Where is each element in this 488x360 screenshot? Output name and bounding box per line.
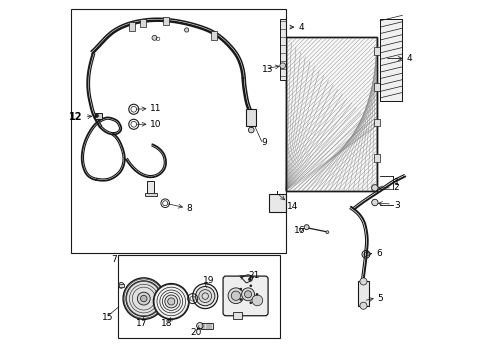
Text: 4: 4 bbox=[406, 54, 412, 63]
Text: 11: 11 bbox=[150, 104, 162, 113]
Circle shape bbox=[249, 302, 251, 304]
Bar bbox=[200, 323, 213, 329]
Bar bbox=[373, 83, 380, 91]
Text: 14: 14 bbox=[286, 202, 297, 211]
Circle shape bbox=[248, 127, 254, 133]
Bar bbox=[118, 255, 280, 338]
Text: 21: 21 bbox=[247, 270, 259, 279]
Text: 18: 18 bbox=[161, 319, 172, 328]
Text: 3: 3 bbox=[393, 201, 399, 210]
Text: 17: 17 bbox=[135, 319, 147, 328]
Bar bbox=[233, 312, 242, 319]
Circle shape bbox=[95, 114, 98, 117]
Text: 7: 7 bbox=[111, 255, 117, 264]
Bar bbox=[373, 154, 380, 162]
Text: 19: 19 bbox=[203, 276, 214, 285]
Circle shape bbox=[249, 285, 251, 287]
Circle shape bbox=[123, 278, 164, 319]
Bar bbox=[380, 19, 402, 102]
Bar bbox=[285, 37, 376, 191]
Bar bbox=[373, 118, 380, 126]
FancyBboxPatch shape bbox=[223, 276, 267, 316]
Bar bbox=[373, 47, 380, 55]
Circle shape bbox=[371, 185, 377, 191]
Text: 12: 12 bbox=[69, 112, 82, 122]
Circle shape bbox=[198, 290, 211, 302]
Bar bbox=[163, 17, 168, 25]
Circle shape bbox=[255, 293, 258, 296]
Text: 10: 10 bbox=[150, 120, 162, 129]
Circle shape bbox=[359, 278, 366, 285]
Bar bbox=[246, 109, 256, 126]
Bar bbox=[380, 19, 402, 102]
Text: 13: 13 bbox=[261, 66, 273, 75]
Circle shape bbox=[239, 298, 242, 301]
Bar bbox=[71, 9, 285, 253]
Circle shape bbox=[241, 288, 254, 301]
Bar bbox=[119, 284, 123, 287]
Circle shape bbox=[248, 278, 251, 281]
Circle shape bbox=[195, 287, 214, 306]
Polygon shape bbox=[241, 275, 253, 283]
Circle shape bbox=[325, 231, 328, 234]
Bar bbox=[280, 35, 285, 66]
Circle shape bbox=[192, 284, 217, 309]
Bar bbox=[279, 19, 285, 80]
Bar bbox=[95, 113, 102, 118]
Circle shape bbox=[152, 35, 157, 40]
Bar bbox=[147, 181, 154, 194]
Bar bbox=[268, 194, 285, 212]
Circle shape bbox=[153, 284, 189, 319]
Text: 20: 20 bbox=[190, 328, 201, 337]
Text: 8: 8 bbox=[186, 204, 192, 213]
Circle shape bbox=[371, 199, 377, 206]
Text: 2: 2 bbox=[393, 183, 399, 192]
Circle shape bbox=[164, 295, 177, 308]
Circle shape bbox=[304, 225, 308, 230]
Circle shape bbox=[359, 302, 366, 309]
Circle shape bbox=[279, 63, 285, 68]
Circle shape bbox=[239, 288, 242, 290]
Bar bbox=[129, 22, 135, 31]
Circle shape bbox=[140, 296, 147, 302]
Circle shape bbox=[184, 28, 188, 32]
Text: 1: 1 bbox=[393, 178, 399, 187]
Circle shape bbox=[231, 291, 240, 300]
Bar bbox=[145, 193, 156, 196]
Bar bbox=[357, 282, 368, 306]
Circle shape bbox=[251, 295, 262, 306]
Text: 6: 6 bbox=[375, 249, 381, 258]
Circle shape bbox=[196, 323, 203, 329]
Circle shape bbox=[167, 298, 175, 305]
Bar bbox=[140, 18, 145, 27]
Text: 15: 15 bbox=[102, 313, 113, 322]
Circle shape bbox=[125, 281, 162, 316]
Circle shape bbox=[244, 291, 251, 298]
Text: 4: 4 bbox=[298, 23, 304, 32]
Circle shape bbox=[118, 283, 124, 288]
Circle shape bbox=[227, 288, 244, 303]
Bar bbox=[211, 31, 217, 40]
Text: 9: 9 bbox=[261, 138, 267, 147]
Circle shape bbox=[137, 292, 150, 305]
Bar bbox=[285, 37, 376, 191]
Text: 16: 16 bbox=[293, 226, 305, 235]
Text: 5: 5 bbox=[377, 294, 383, 303]
